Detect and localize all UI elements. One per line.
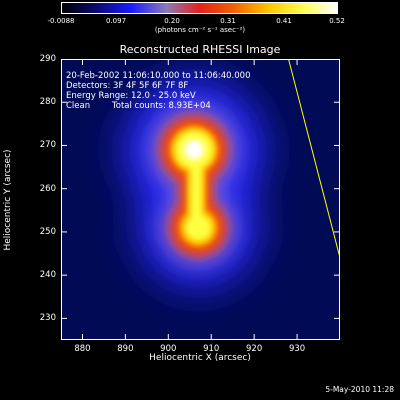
energy-range-text: Energy Range: 12.0 - 25.0 keV — [66, 91, 196, 101]
x-tick-label: 910 — [203, 344, 220, 354]
method-text: Clean — [66, 101, 91, 111]
colorbar-tick-label: 0.31 — [220, 17, 236, 25]
y-axis-label: Heliocentric Y (arcsec) — [3, 149, 13, 251]
colorbar — [61, 2, 338, 14]
colorbar-tick-label: 0.41 — [276, 17, 292, 25]
y-tick-label: 270 — [39, 140, 56, 151]
y-tick-label: 230 — [39, 313, 56, 324]
x-tick-label: 900 — [160, 344, 177, 354]
detectors-text: Detectors: 3F 4F 5F 6F 7F 8F — [66, 81, 189, 91]
y-tick-label: 290 — [39, 54, 56, 64]
colorbar-tick-label: -0.0088 — [47, 17, 75, 25]
heat-layer-6 — [184, 139, 205, 160]
plot-frame — [61, 59, 340, 340]
colorbar-tick-label: 0.097 — [105, 17, 127, 25]
colorbar-tick-label: 0.52 — [329, 17, 345, 25]
x-axis-label: Heliocentric X (arcsec) — [149, 353, 251, 363]
y-tick-label: 280 — [39, 97, 56, 108]
x-tick-label: 920 — [246, 344, 263, 354]
total-counts-text: Total counts: 8.93E+04 — [112, 101, 211, 111]
limb-line — [288, 59, 340, 258]
y-tick-label: 260 — [39, 183, 56, 194]
colorbar-tick-label: 0.20 — [164, 17, 180, 25]
y-tick-label: 250 — [39, 226, 56, 237]
x-tick-label: 930 — [288, 344, 306, 354]
x-tick-label: 880 — [74, 344, 91, 354]
plot-area — [61, 59, 340, 340]
x-tick-label: 890 — [117, 344, 134, 354]
y-tick-label: 240 — [39, 270, 56, 281]
chart-title: Reconstructed RHESSI Image — [119, 43, 281, 56]
heatmap-svg — [61, 59, 340, 340]
datestamp: 5-May-2010 11:28 — [325, 385, 394, 394]
colorbar-units: (photons cm⁻² s⁻¹ asec⁻²) — [154, 26, 246, 34]
time-range-text: 20-Feb-2002 11:06:10.000 to 11:06:40.000 — [66, 71, 251, 81]
